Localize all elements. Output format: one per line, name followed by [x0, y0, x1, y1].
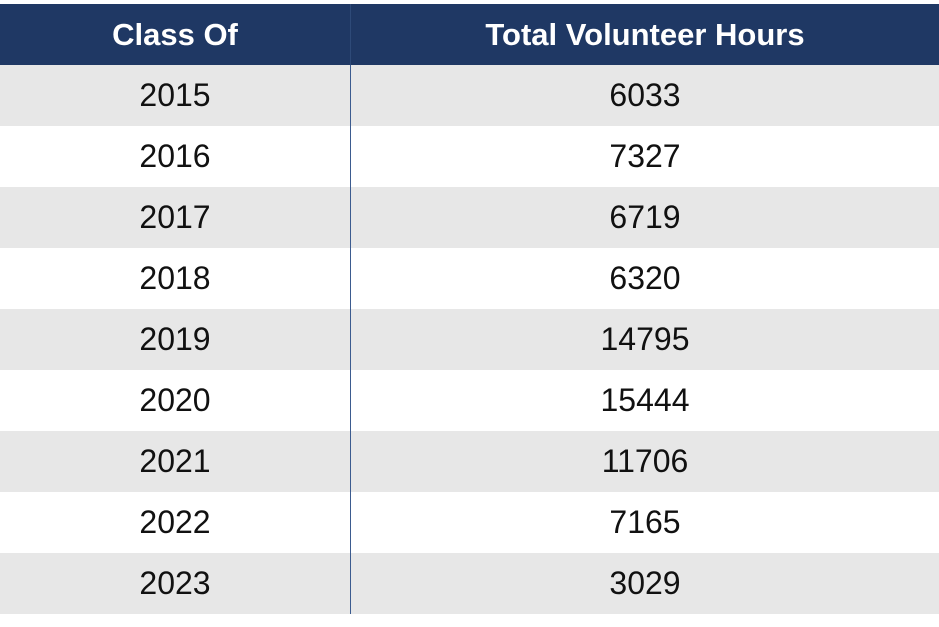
table-row: 2015 6033 [0, 65, 939, 126]
table-row: 2023 3029 [0, 553, 939, 614]
cell-class-of: 2015 [0, 65, 351, 126]
table-row: 2017 6719 [0, 187, 939, 248]
table-row: 2018 6320 [0, 248, 939, 309]
table-row: 2019 14795 [0, 309, 939, 370]
header-total-volunteer-hours: Total Volunteer Hours [485, 16, 805, 52]
cell-volunteer-hours: 7165 [609, 504, 681, 540]
cell-volunteer-hours: 6719 [609, 199, 681, 235]
volunteer-hours-table: Class Of Total Volunteer Hours 2015 6033… [0, 4, 939, 614]
cell-class-of: 2021 [0, 431, 351, 492]
cell-volunteer-hours: 14795 [600, 321, 690, 357]
cell-class-of: 2022 [0, 492, 351, 553]
table-row: 2022 7165 [0, 492, 939, 553]
cell-volunteer-hours: 15444 [600, 382, 690, 418]
table-row: 2016 7327 [0, 126, 939, 187]
cell-class-of: 2020 [0, 370, 351, 431]
cell-class-of: 2023 [0, 553, 351, 614]
cell-class-of: 2016 [0, 126, 351, 187]
cell-volunteer-hours: 6320 [609, 260, 681, 296]
cell-volunteer-hours: 11706 [601, 443, 689, 479]
table-header-row: Class Of Total Volunteer Hours [0, 4, 939, 65]
table-row: 2021 11706 [0, 431, 939, 492]
cell-volunteer-hours: 3029 [609, 565, 681, 601]
cell-volunteer-hours: 6033 [609, 77, 681, 113]
cell-volunteer-hours: 7327 [609, 138, 681, 174]
table-row: 2020 15444 [0, 370, 939, 431]
cell-class-of: 2018 [0, 248, 351, 309]
cell-class-of: 2017 [0, 187, 351, 248]
cell-class-of: 2019 [0, 309, 351, 370]
header-class-of: Class Of [0, 4, 351, 65]
